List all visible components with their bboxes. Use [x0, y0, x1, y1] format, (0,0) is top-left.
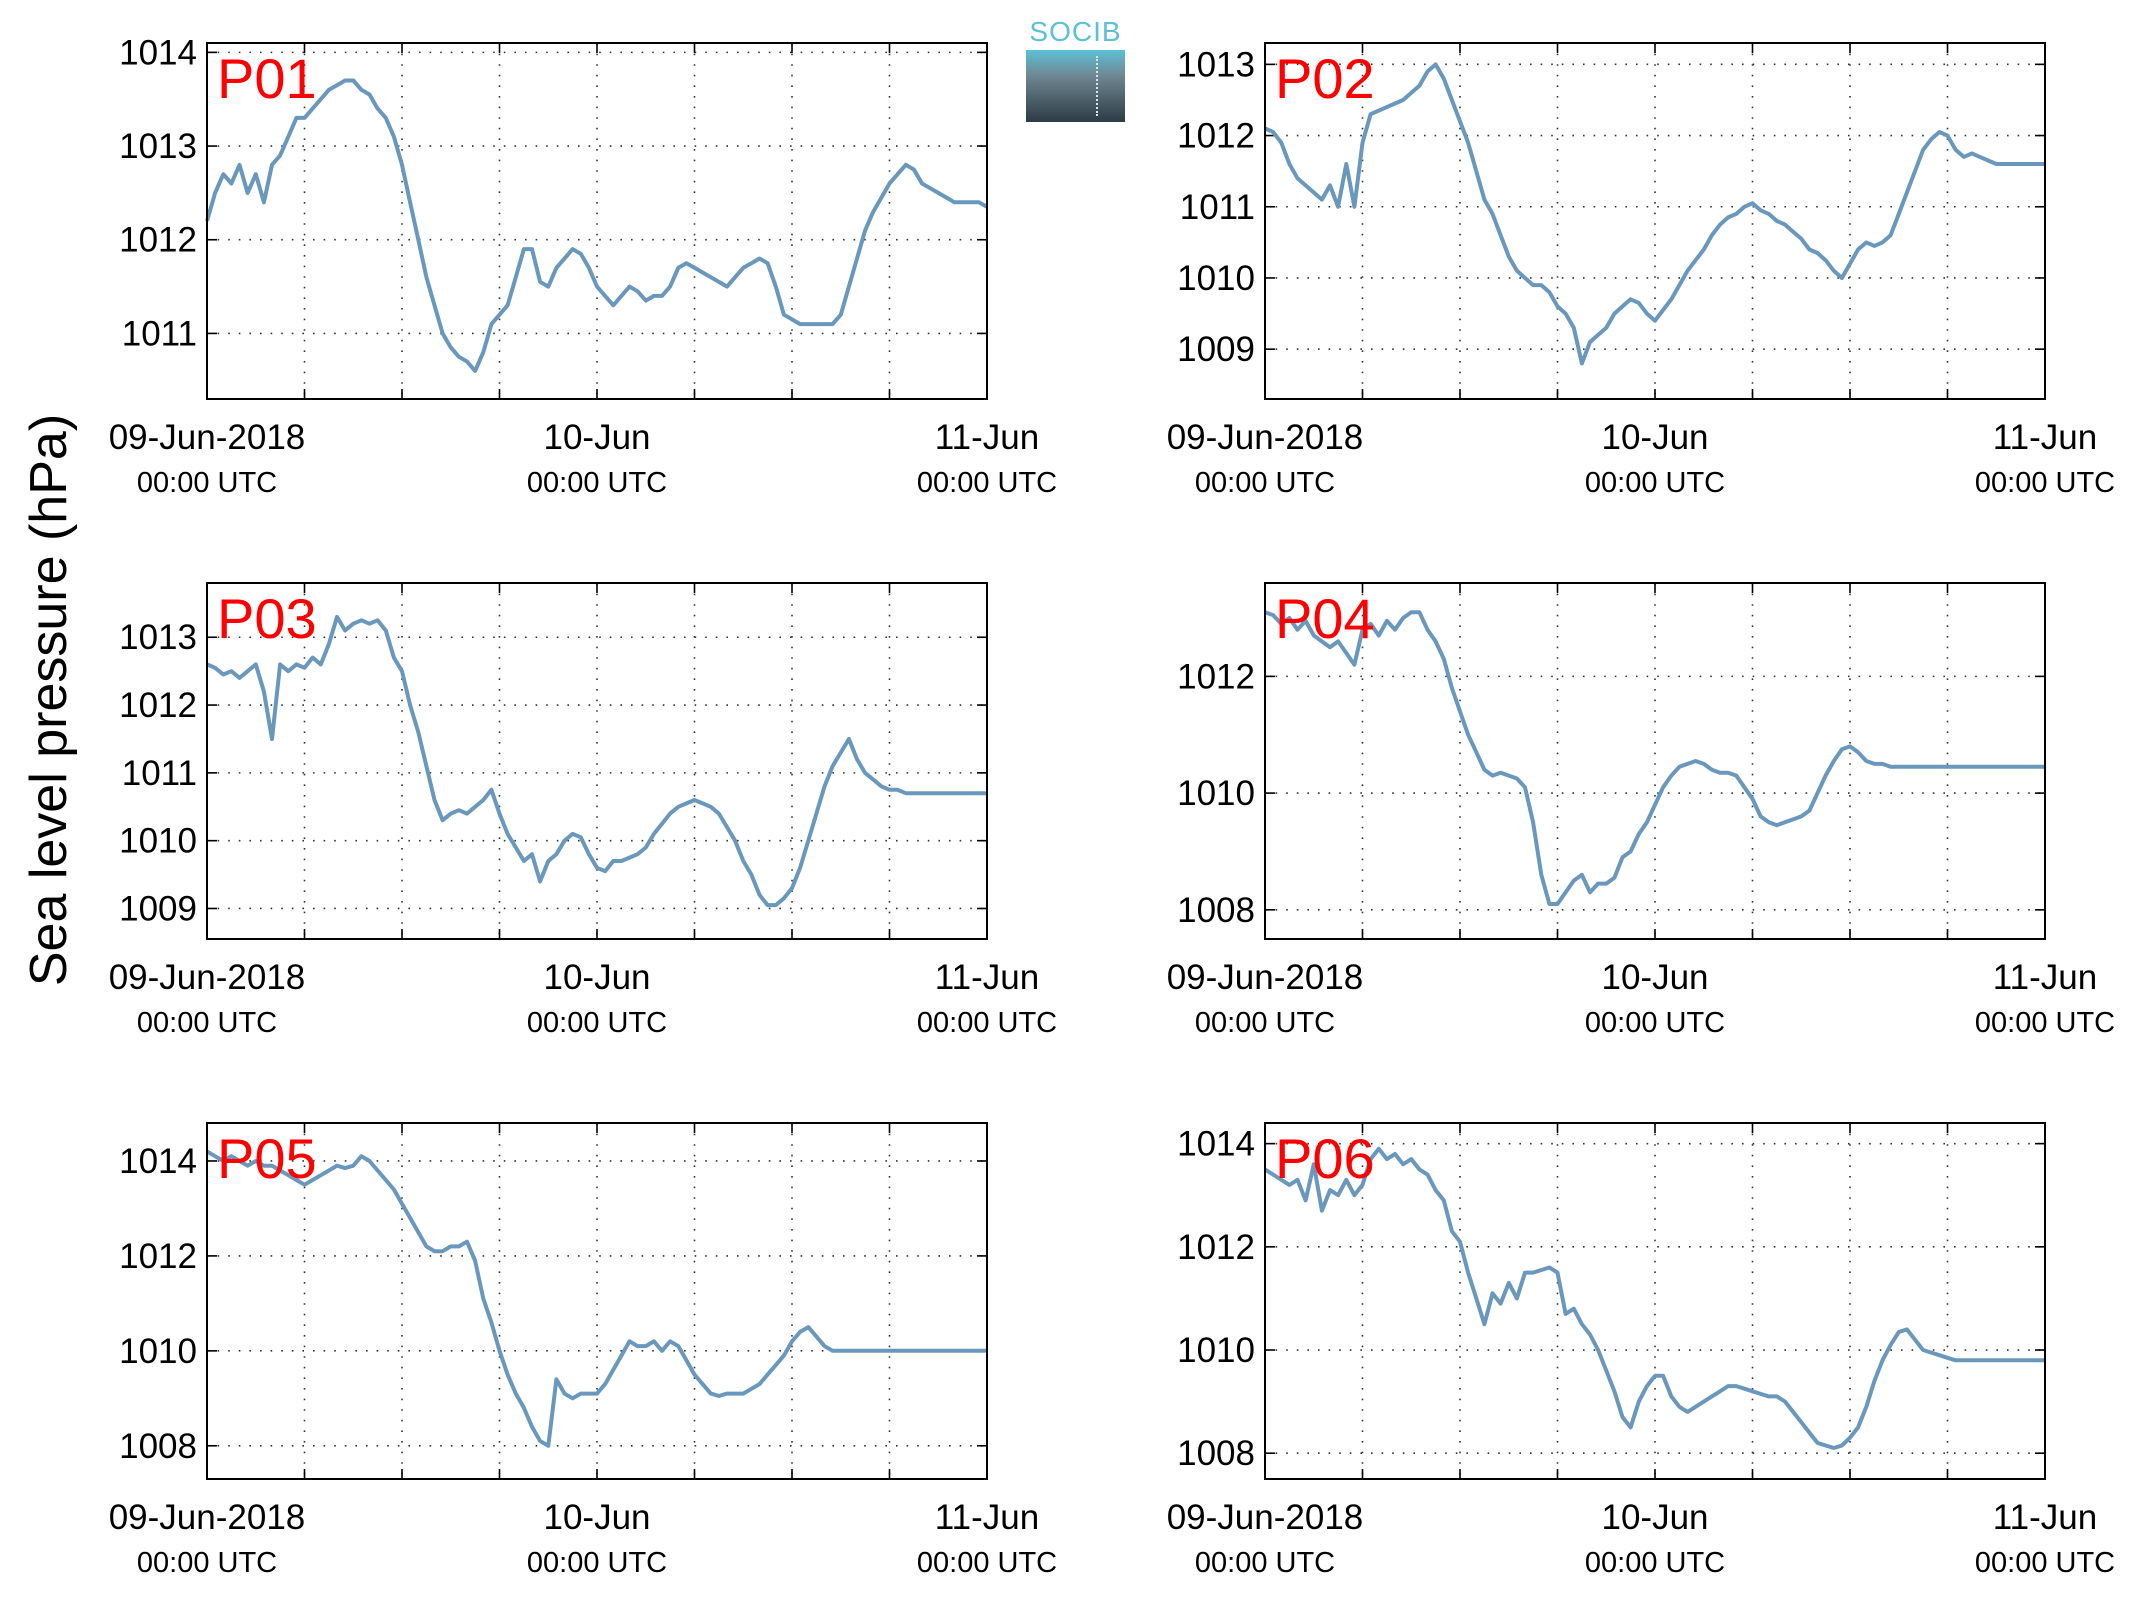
- panel-p06: 1008 1010 1012 1014 09-Jun-2018 00:00 UTC 10-J…: [1167, 1122, 2115, 1579]
- x-tick-label-date: 10-Jun: [543, 958, 650, 997]
- x-tick-label-time: 00:00 UTC: [527, 1547, 667, 1579]
- y-tick-label: 1012: [119, 686, 197, 725]
- y-tick-label: 1012: [119, 221, 197, 260]
- axes-frame: [206, 1122, 988, 1480]
- x-tick-label-date: 11-Jun: [1993, 1498, 2097, 1537]
- axes-frame: [1264, 1122, 2046, 1480]
- y-tick-label: 1014: [1177, 1125, 1255, 1164]
- panel-p02: 1009 1010 1011 1012 1013 09-Jun-2018 00:00 UTC…: [1167, 42, 2115, 499]
- x-tick-label-date: 09-Jun-2018: [109, 1498, 306, 1537]
- x-tick-label-date: 09-Jun-2018: [1167, 418, 1364, 457]
- x-tick-label-time: 00:00 UTC: [917, 467, 1057, 499]
- x-tick-label-time: 00:00 UTC: [1585, 1547, 1725, 1579]
- x-tick-label-date: 09-Jun-2018: [1167, 958, 1364, 997]
- y-tick-label: 1013: [119, 618, 197, 657]
- logo-text: SOCIB: [1029, 16, 1122, 47]
- x-tick-label-time: 00:00 UTC: [1975, 1547, 2115, 1579]
- y-tick-label: 1013: [1177, 45, 1255, 84]
- x-tick-label-time: 00:00 UTC: [1585, 1007, 1725, 1039]
- panel-label: P05: [217, 1127, 317, 1190]
- y-tick-label: 1010: [1177, 259, 1255, 298]
- series-line-p05: [205, 1149, 987, 1448]
- y-tick-label: 1012: [1177, 657, 1255, 696]
- x-tick-label-time: 00:00 UTC: [917, 1007, 1057, 1039]
- x-tick-label-date: 10-Jun: [1601, 418, 1708, 457]
- panel-label: P03: [217, 587, 317, 650]
- y-tick-label: 1010: [1177, 1331, 1255, 1370]
- y-tick-label: 1014: [119, 33, 197, 72]
- y-tick-label: 1008: [119, 1427, 197, 1466]
- x-tick-label-date: 10-Jun: [543, 1498, 650, 1537]
- logo-graphic: [1026, 50, 1125, 122]
- y-tick-label: 1011: [1180, 188, 1255, 227]
- x-tick-label-time: 00:00 UTC: [917, 1547, 1057, 1579]
- x-tick-label-date: 10-Jun: [1601, 1498, 1708, 1537]
- series-line-p04: [1264, 610, 2045, 906]
- panel-label: P04: [1275, 587, 1375, 650]
- y-tick-label: 1009: [1177, 330, 1255, 369]
- x-tick-label-date: 09-Jun-2018: [1167, 1498, 1364, 1537]
- x-tick-label-time: 00:00 UTC: [1195, 1007, 1335, 1039]
- y-tick-label: 1011: [122, 754, 197, 793]
- y-tick-label: 1010: [1177, 774, 1255, 813]
- panel-p01: 1011 1012 1013 1014 09-Jun-2018 00:00 UTC 10-J…: [109, 33, 1057, 499]
- socib-logo-icon: SOCIB: [1024, 16, 1127, 122]
- logo-dotted-line: [1096, 56, 1098, 116]
- x-tick-label-time: 00:00 UTC: [1585, 467, 1725, 499]
- series-line-p01: [205, 78, 988, 373]
- axes-frame: [206, 42, 988, 400]
- y-tick-label: 1012: [1177, 117, 1255, 156]
- x-tick-label-date: 09-Jun-2018: [109, 958, 306, 997]
- x-tick-label-time: 00:00 UTC: [137, 1007, 277, 1039]
- x-tick-label-date: 11-Jun: [935, 1498, 1039, 1537]
- x-tick-label-time: 00:00 UTC: [527, 467, 667, 499]
- y-tick-label: 1009: [119, 889, 197, 928]
- y-axis-title: Sea level pressure (hPa): [14, 300, 84, 1100]
- x-tick-label-time: 00:00 UTC: [1975, 467, 2115, 499]
- x-tick-label-date: 11-Jun: [935, 958, 1039, 997]
- x-tick-label-date: 10-Jun: [1601, 958, 1708, 997]
- x-tick-label-date: 11-Jun: [935, 418, 1039, 457]
- y-tick-label: 1012: [119, 1237, 197, 1276]
- axes-frame: [1264, 42, 2046, 400]
- x-tick-label-date: 09-Jun-2018: [109, 418, 306, 457]
- panel-p05: 1008 1010 1012 1014 09-Jun-2018 00:00 UTC 10-J…: [109, 1122, 1057, 1579]
- y-tick-label: 1013: [119, 127, 197, 166]
- panel-p04: 1008 1010 1012 09-Jun-2018 00:00 UTC 10-Jun 00…: [1167, 582, 2115, 1039]
- series-line-p02: [1264, 62, 2045, 366]
- x-tick-label-time: 00:00 UTC: [1975, 1007, 2115, 1039]
- x-tick-label-time: 00:00 UTC: [137, 1547, 277, 1579]
- y-tick-label: 1014: [119, 1142, 197, 1181]
- x-tick-label-time: 00:00 UTC: [137, 467, 277, 499]
- x-tick-label-date: 11-Jun: [1993, 418, 2097, 457]
- axes-frame: [1264, 582, 2046, 940]
- panel-p03: 1009 1010 1011 1012 1013 09-Jun-2018 00:00 UTC…: [109, 582, 1057, 1039]
- panel-label: P01: [217, 47, 317, 110]
- series-line-p03: [206, 614, 987, 908]
- axes-frame: [206, 582, 988, 940]
- y-tick-label: 1008: [1177, 1434, 1255, 1473]
- y-tick-label: 1011: [122, 314, 197, 353]
- y-tick-label: 1010: [119, 1332, 197, 1371]
- series-line-p06: [1263, 1146, 2045, 1450]
- y-tick-label: 1008: [1177, 891, 1255, 930]
- x-tick-label-time: 00:00 UTC: [527, 1007, 667, 1039]
- y-axis-title-text: Sea level pressure (hPa): [20, 413, 78, 987]
- x-tick-label-date: 10-Jun: [543, 418, 650, 457]
- y-tick-label: 1010: [119, 822, 197, 861]
- x-tick-label-time: 00:00 UTC: [1195, 1547, 1335, 1579]
- x-tick-label-time: 00:00 UTC: [1195, 467, 1335, 499]
- panel-label: P02: [1275, 47, 1375, 110]
- y-tick-label: 1012: [1177, 1228, 1255, 1267]
- panel-label: P06: [1275, 1127, 1375, 1190]
- x-tick-label-date: 11-Jun: [1993, 958, 2097, 997]
